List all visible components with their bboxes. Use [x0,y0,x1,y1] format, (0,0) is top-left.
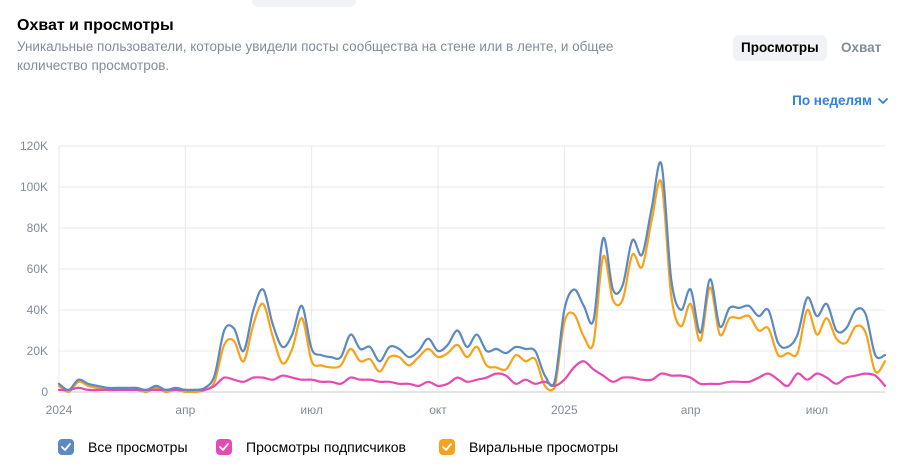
y-axis-ticks: 0 20K 40K 60K 80K 100K 120K [20,139,48,399]
period-dropdown-label: По неделям [792,93,872,108]
y-tick-label: 40K [27,303,48,317]
x-axis-ticks: 2024 апр июл окт 2025 апр июл [46,403,829,417]
x-tick-label: апр [681,403,701,417]
legend-label: Просмотры подписчиков [246,439,406,455]
x-tick-label: окт [429,403,447,417]
period-dropdown[interactable]: По неделям [792,93,888,108]
top-tab-indicator [252,0,356,7]
chevron-down-icon [878,97,888,104]
legend-label: Все просмотры [88,439,188,455]
y-tick-label: 0 [41,385,48,399]
y-tick-label: 80K [27,221,48,235]
checkbox-checked-icon [216,439,232,455]
y-tick-label: 100K [20,180,48,194]
x-tick-label: 2025 [551,403,578,417]
y-tick-label: 120K [20,139,48,153]
chart-series [57,161,887,394]
x-tick-label: июл [806,403,828,417]
legend-label: Виральные просмотры [469,439,619,455]
reach-toggle-button[interactable]: Охват [833,35,889,61]
y-tick-label: 20K [27,344,48,358]
views-toggle-button[interactable]: Просмотры [733,35,827,61]
legend-item-viral-views[interactable]: Виральные просмотры [439,436,618,458]
x-tick-label: июл [300,403,322,417]
series-viral-views [57,179,887,394]
page-title: Охват и просмотры [17,17,174,34]
x-tick-label: 2024 [46,403,73,417]
series-subscriber-views [57,360,887,392]
y-tick-label: 60K [27,262,48,276]
page-subtitle: Уникальные пользователи, которые увидели… [17,39,614,73]
x-tick-label: апр [175,403,195,417]
views-chart: 0 20K 40K 60K 80K 100K 120K 2024 апр июл окт 2025 а… [20,139,887,417]
legend-item-subscriber-views[interactable]: Просмотры подписчиков [216,436,406,458]
checkbox-checked-icon [58,439,74,455]
legend-item-all-views[interactable]: Все просмотры [58,436,188,458]
chart-grid [58,145,885,393]
checkbox-checked-icon [439,439,455,455]
series-all-views [57,161,887,392]
